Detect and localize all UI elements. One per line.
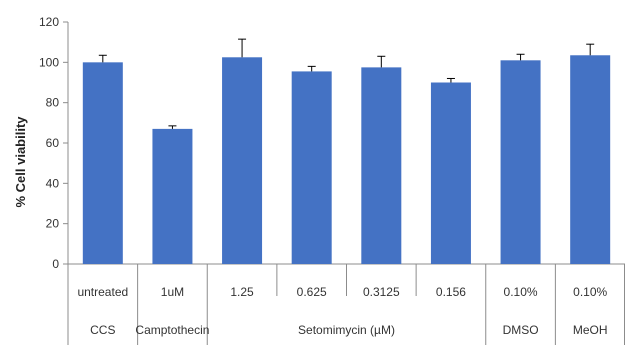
bar bbox=[430, 82, 471, 264]
y-tick-label: 100 bbox=[39, 55, 59, 69]
x-group-label: Camptothecin bbox=[135, 323, 209, 337]
x-category-label: 0.10% bbox=[573, 285, 607, 299]
x-category-label: 0.156 bbox=[436, 285, 466, 299]
x-category-label: 0.3125 bbox=[363, 285, 400, 299]
x-category-label: untreated bbox=[77, 285, 128, 299]
bar bbox=[152, 128, 193, 264]
bar bbox=[291, 71, 332, 265]
x-group-label: MeOH bbox=[573, 323, 608, 337]
y-tick-label: 0 bbox=[52, 257, 59, 271]
bar bbox=[222, 57, 263, 264]
bar bbox=[82, 62, 123, 265]
x-group-label: CCS bbox=[90, 323, 115, 337]
x-category-label: 1uM bbox=[161, 285, 184, 299]
y-tick-label: 120 bbox=[39, 15, 59, 29]
y-tick-label: 20 bbox=[46, 217, 60, 231]
x-category-label: 0.10% bbox=[504, 285, 538, 299]
x-category-label: 0.625 bbox=[297, 285, 327, 299]
y-axis-label: % Cell viability bbox=[13, 116, 28, 208]
bar bbox=[361, 67, 402, 264]
x-group-label: DMSO bbox=[503, 323, 539, 337]
y-tick-label: 80 bbox=[46, 96, 60, 110]
x-group-label: Setomimycin (µM) bbox=[298, 323, 395, 337]
y-tick-label: 40 bbox=[46, 176, 60, 190]
bar bbox=[570, 55, 611, 265]
y-tick-label: 60 bbox=[46, 136, 60, 150]
bar bbox=[500, 60, 541, 264]
x-category-label: 1.25 bbox=[230, 285, 254, 299]
